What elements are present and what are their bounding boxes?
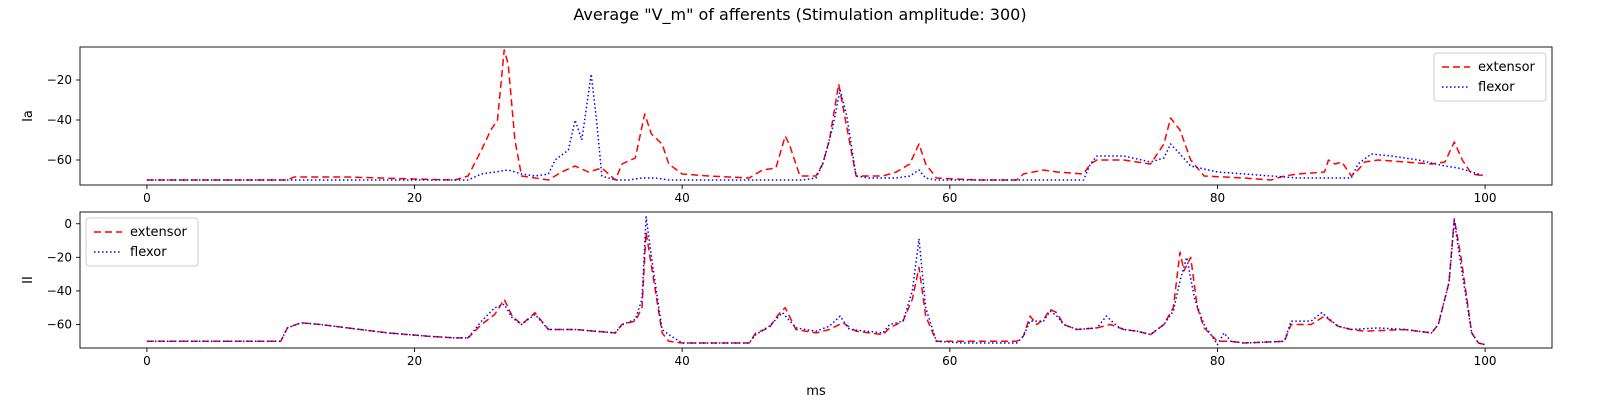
panel-2-ytick-label: −20	[47, 250, 72, 264]
panel-1-legend-label-extensor: extensor	[1478, 60, 1536, 75]
panel-2-legend-label-extensor: extensor	[130, 225, 188, 240]
panel-1-ylabel: Ia	[21, 110, 36, 122]
panel-2-ytick-label: −40	[47, 284, 72, 298]
panel-2-ylabel: II	[21, 276, 36, 284]
panel-1-xtick-label: 0	[143, 191, 151, 205]
panel-2-legend-box	[85, 217, 199, 267]
panel-1-ytick-label: −20	[47, 73, 72, 87]
panel-2-xtick-label: 60	[942, 354, 957, 368]
panel-2-series-flexor	[146, 216, 1486, 346]
panel-2-xtick-label: 40	[675, 354, 690, 368]
panel-1-xtick-label: 100	[1474, 191, 1497, 205]
panel-1-ytick-label: −60	[47, 153, 72, 167]
panel-2-xlabel: ms	[806, 384, 826, 399]
panel-1-xtick-label: 80	[1210, 191, 1225, 205]
panel-2-xtick-label: 100	[1474, 354, 1497, 368]
panel-1-series-extensor	[146, 49, 1486, 181]
panel-2-xtick-label: 20	[407, 354, 422, 368]
panel-1-xtick-label: 60	[942, 191, 957, 205]
panel-1-ytick-label: −40	[47, 113, 72, 127]
panel-1-axes-frame	[79, 46, 1553, 186]
panel-1-legend-label-flexor: flexor	[1478, 80, 1515, 95]
panel-2-axes-frame	[79, 211, 1553, 349]
panel-1-legend-box	[1433, 52, 1547, 102]
panel-1-xtick-label: 20	[407, 191, 422, 205]
figure-title: Average "V_m" of afferents (Stimulation …	[573, 5, 1027, 24]
panel-2-xtick-label: 0	[143, 354, 151, 368]
panel-2-series-extensor	[146, 217, 1486, 346]
panel-2-xtick-label: 80	[1210, 354, 1225, 368]
panel-2-legend-label-flexor: flexor	[130, 245, 167, 260]
panel-1-xtick-label: 40	[675, 191, 690, 205]
panel-2-ytick-label: 0	[64, 217, 72, 231]
panel-2-ytick-label: −60	[47, 317, 72, 331]
panel-1-series-flexor	[146, 73, 1486, 181]
